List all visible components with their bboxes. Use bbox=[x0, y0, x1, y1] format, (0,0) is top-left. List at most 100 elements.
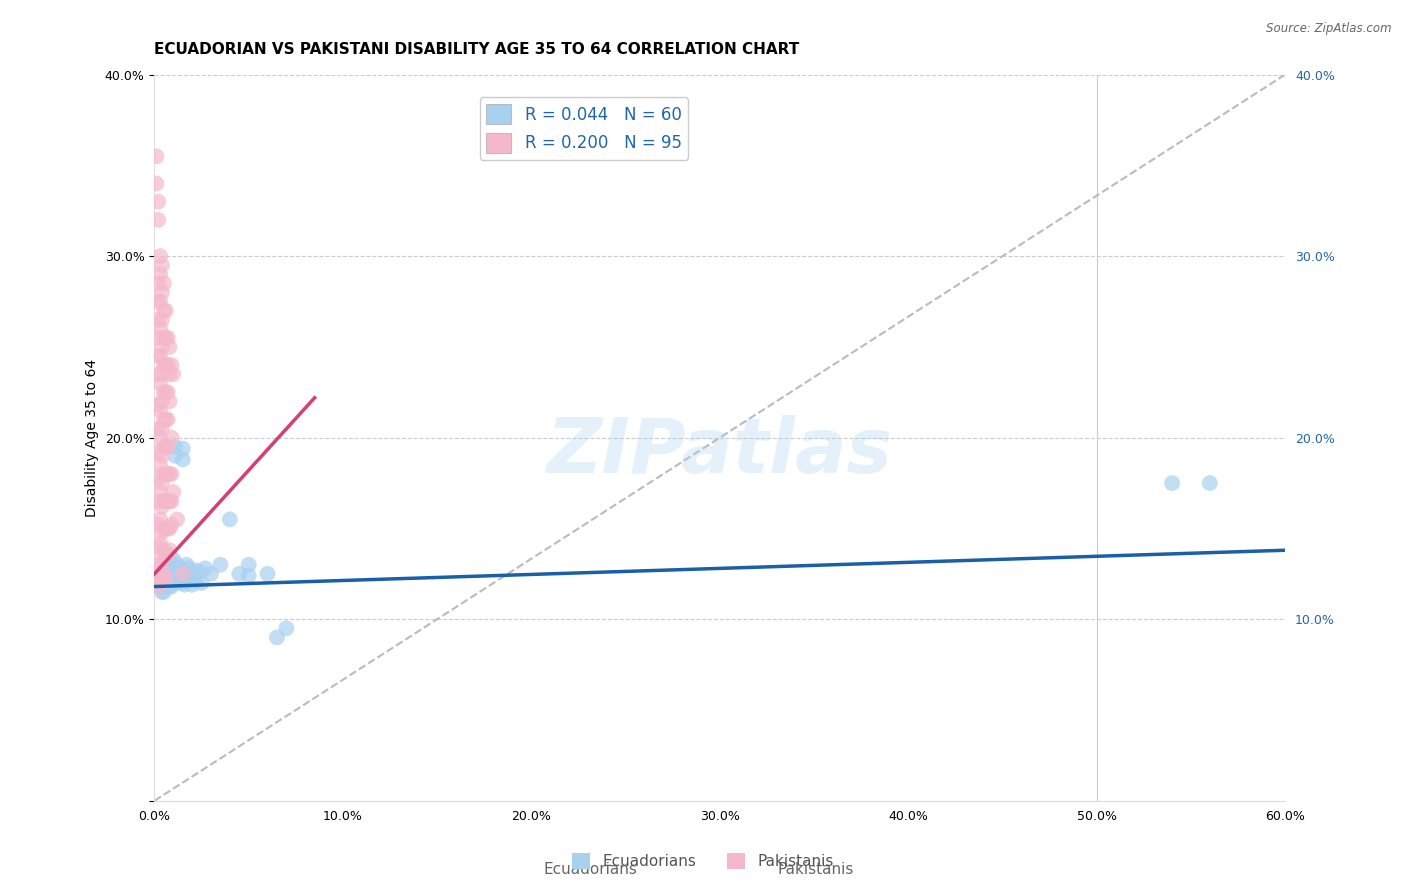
Ecuadorians bbox=[153, 561, 176, 575]
Text: Ecuadorians: Ecuadorians bbox=[544, 863, 637, 877]
Pakistanis bbox=[156, 331, 179, 345]
Legend: R = 0.044   N = 60, R = 0.200   N = 95: R = 0.044 N = 60, R = 0.200 N = 95 bbox=[479, 97, 689, 160]
Pakistanis bbox=[149, 294, 172, 309]
Ecuadorians bbox=[166, 568, 188, 582]
Pakistanis bbox=[156, 467, 179, 481]
Pakistanis bbox=[159, 467, 181, 481]
Pakistanis bbox=[148, 494, 170, 508]
Pakistanis bbox=[148, 194, 170, 209]
Ecuadorians bbox=[166, 558, 188, 572]
Pakistanis bbox=[153, 358, 176, 372]
Ecuadorians bbox=[150, 585, 173, 599]
Pakistanis bbox=[149, 431, 172, 445]
Pakistanis bbox=[153, 440, 176, 454]
Ecuadorians bbox=[172, 442, 194, 456]
Ecuadorians bbox=[181, 578, 204, 592]
Ecuadorians bbox=[173, 578, 195, 592]
Ecuadorians bbox=[238, 558, 260, 572]
Pakistanis bbox=[148, 517, 170, 532]
Pakistanis bbox=[156, 385, 179, 400]
Ecuadorians bbox=[160, 568, 183, 582]
Pakistanis bbox=[145, 149, 167, 163]
Pakistanis bbox=[150, 367, 173, 381]
Pakistanis bbox=[160, 431, 183, 445]
Pakistanis bbox=[150, 570, 173, 584]
Pakistanis bbox=[148, 398, 170, 412]
Pakistanis bbox=[150, 340, 173, 354]
Pakistanis bbox=[149, 558, 172, 572]
Ecuadorians bbox=[238, 568, 260, 582]
Pakistanis bbox=[150, 285, 173, 300]
Pakistanis bbox=[150, 258, 173, 272]
Ecuadorians bbox=[200, 566, 222, 581]
Pakistanis bbox=[166, 512, 188, 526]
Ecuadorians bbox=[156, 565, 179, 579]
Ecuadorians bbox=[156, 575, 179, 590]
Ecuadorians bbox=[159, 572, 181, 586]
Pakistanis bbox=[155, 412, 177, 426]
Pakistanis bbox=[156, 440, 179, 454]
Ecuadorians bbox=[181, 566, 204, 581]
Ecuadorians bbox=[150, 575, 173, 590]
Pakistanis bbox=[148, 331, 170, 345]
Ecuadorians bbox=[150, 566, 173, 581]
Pakistanis bbox=[148, 212, 170, 227]
Pakistanis bbox=[149, 536, 172, 550]
Ecuadorians bbox=[162, 563, 184, 577]
Ecuadorians bbox=[170, 565, 193, 579]
Pakistanis bbox=[148, 312, 170, 326]
Pakistanis bbox=[150, 524, 173, 539]
Pakistanis bbox=[155, 440, 177, 454]
Ecuadorians bbox=[153, 585, 176, 599]
Ecuadorians bbox=[156, 554, 179, 568]
Pakistanis bbox=[149, 458, 172, 472]
Pakistanis bbox=[145, 177, 167, 191]
Ecuadorians bbox=[1198, 476, 1220, 491]
Pakistanis bbox=[153, 467, 176, 481]
Y-axis label: Disability Age 35 to 64: Disability Age 35 to 64 bbox=[86, 359, 100, 516]
Ecuadorians bbox=[173, 568, 195, 582]
Ecuadorians bbox=[160, 580, 183, 594]
Ecuadorians bbox=[167, 561, 190, 575]
Ecuadorians bbox=[170, 575, 193, 590]
Pakistanis bbox=[160, 517, 183, 532]
Ecuadorians bbox=[148, 568, 170, 582]
Pakistanis bbox=[160, 467, 183, 481]
Ecuadorians bbox=[184, 574, 207, 588]
Ecuadorians bbox=[188, 565, 211, 579]
Ecuadorians bbox=[1161, 476, 1184, 491]
Ecuadorians bbox=[162, 552, 184, 566]
Pakistanis bbox=[153, 412, 176, 426]
Pakistanis bbox=[159, 394, 181, 409]
Pakistanis bbox=[160, 494, 183, 508]
Pakistanis bbox=[149, 349, 172, 363]
Ecuadorians bbox=[176, 558, 198, 572]
Ecuadorians bbox=[176, 568, 198, 582]
Pakistanis bbox=[153, 303, 176, 318]
Pakistanis bbox=[156, 521, 179, 535]
Pakistanis bbox=[155, 467, 177, 481]
Ecuadorians bbox=[149, 572, 172, 586]
Text: ECUADORIAN VS PAKISTANI DISABILITY AGE 35 TO 64 CORRELATION CHART: ECUADORIAN VS PAKISTANI DISABILITY AGE 3… bbox=[155, 42, 800, 57]
Pakistanis bbox=[172, 566, 194, 581]
Ecuadorians bbox=[159, 561, 181, 575]
Pakistanis bbox=[155, 494, 177, 508]
Pakistanis bbox=[148, 580, 170, 594]
Pakistanis bbox=[156, 358, 179, 372]
Ecuadorians bbox=[172, 452, 194, 467]
Pakistanis bbox=[155, 331, 177, 345]
Pakistanis bbox=[156, 547, 179, 561]
Pakistanis bbox=[148, 421, 170, 435]
Pakistanis bbox=[156, 412, 179, 426]
Pakistanis bbox=[150, 449, 173, 463]
Pakistanis bbox=[149, 512, 172, 526]
Ecuadorians bbox=[266, 631, 288, 645]
Ecuadorians bbox=[209, 558, 232, 572]
Text: ZIPatlas: ZIPatlas bbox=[547, 415, 893, 489]
Pakistanis bbox=[159, 340, 181, 354]
Pakistanis bbox=[155, 358, 177, 372]
Pakistanis bbox=[155, 549, 177, 563]
Pakistanis bbox=[155, 303, 177, 318]
Pakistanis bbox=[148, 277, 170, 291]
Pakistanis bbox=[148, 561, 170, 575]
